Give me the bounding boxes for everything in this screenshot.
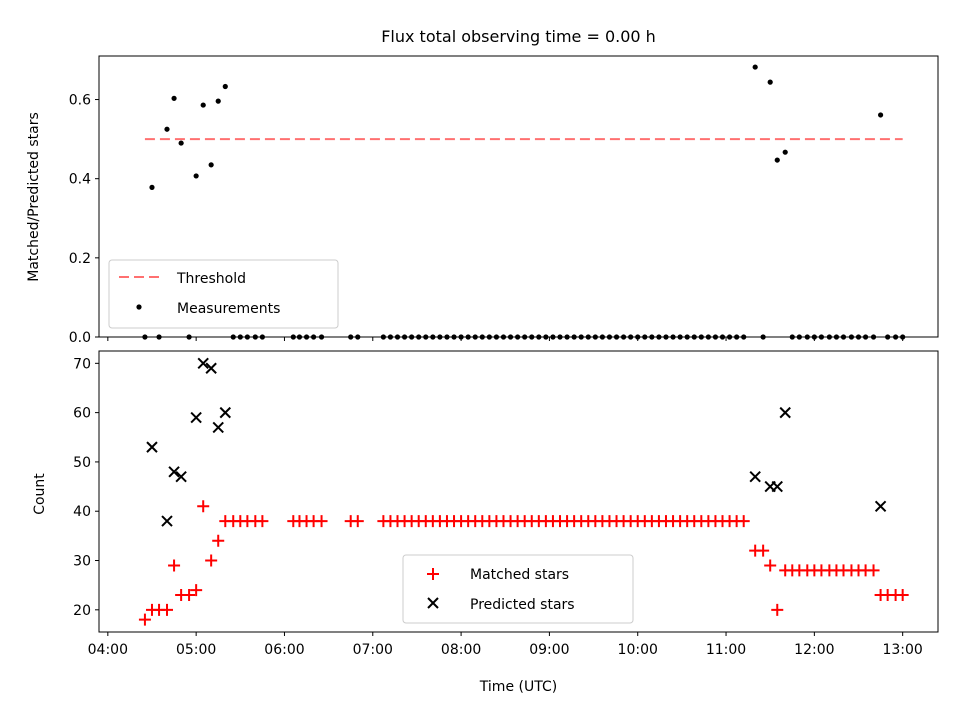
x-tick-label: 09:00 bbox=[529, 642, 569, 658]
predicted-star-point bbox=[161, 515, 173, 527]
predicted-star-point bbox=[749, 471, 761, 483]
top-y-axis-label: Matched/Predicted stars bbox=[26, 112, 42, 282]
predicted-star-point bbox=[771, 480, 783, 493]
threshold-legend-label: Threshold bbox=[176, 271, 246, 287]
top-legend: Threshold Measurements bbox=[108, 259, 339, 329]
matched-stars-legend-label: Matched stars bbox=[470, 567, 569, 583]
x-axis-label: Time (UTC) bbox=[479, 679, 557, 695]
bottom-y-tick-label: 70 bbox=[73, 356, 91, 372]
matched-star-point bbox=[205, 554, 218, 567]
measurements-legend-swatch bbox=[136, 304, 142, 310]
measurement-point bbox=[215, 98, 221, 104]
predicted-star-point bbox=[146, 441, 158, 453]
measurement-points bbox=[142, 64, 906, 340]
measurement-point bbox=[208, 162, 214, 168]
x-tick-label: 10:00 bbox=[618, 642, 658, 658]
x-tick-label: 06:00 bbox=[264, 642, 304, 658]
top-y-tick-label: 0.4 bbox=[69, 172, 91, 188]
measurement-point bbox=[877, 112, 884, 118]
bottom-x-ticks: 04:00 05:00 06:00 07:00 08:00 09:00 10:00 11:00… bbox=[88, 632, 923, 658]
top-y-tick-label: 0.2 bbox=[69, 251, 91, 267]
matched-star-point bbox=[190, 584, 203, 597]
matched-star-point bbox=[138, 613, 151, 626]
matched-star-point bbox=[212, 534, 225, 547]
predicted-star-point bbox=[197, 357, 209, 370]
predicted-star-point bbox=[219, 406, 231, 419]
top-legend-box bbox=[108, 259, 339, 329]
measurement-point bbox=[149, 184, 155, 190]
bottom-legend: Matched stars Predicted stars bbox=[402, 554, 634, 624]
measurement-point bbox=[193, 173, 199, 179]
top-axes-frame bbox=[98, 55, 939, 338]
x-tick-label: 05:00 bbox=[176, 642, 216, 658]
measurement-point bbox=[782, 149, 788, 155]
predicted-star-point bbox=[779, 406, 791, 419]
bottom-axes-frame bbox=[98, 350, 939, 633]
bottom-panel: 20 30 40 50 60 70 04:00 05:00 06:00 07:00 08:00 09… bbox=[32, 350, 939, 695]
matched-star-point bbox=[764, 559, 777, 572]
matched-star-point bbox=[256, 515, 269, 528]
chart-title: Flux total observing time = 0.00 h bbox=[381, 27, 656, 46]
x-tick-label: 07:00 bbox=[353, 642, 393, 658]
predicted-star-point bbox=[175, 471, 187, 483]
predicted-star-point bbox=[168, 466, 180, 478]
x-tick-label: 04:00 bbox=[88, 642, 128, 658]
bottom-y-tick-label: 20 bbox=[73, 603, 91, 619]
matched-star-point bbox=[197, 500, 210, 513]
matched-star-point bbox=[757, 544, 770, 557]
measurement-point bbox=[767, 79, 773, 85]
measurements-legend-label: Measurements bbox=[177, 301, 280, 317]
matched-star-point bbox=[168, 559, 181, 572]
predicted-stars-legend-swatch bbox=[427, 597, 439, 609]
predicted-star-point bbox=[874, 500, 887, 512]
measurement-point bbox=[164, 126, 170, 132]
x-tick-label: 13:00 bbox=[882, 642, 922, 658]
matched-star-point bbox=[315, 515, 328, 528]
matched-star-point bbox=[351, 515, 364, 528]
matched-star-point bbox=[737, 515, 750, 528]
x-tick-label: 12:00 bbox=[794, 642, 834, 658]
bottom-y-tick-label: 50 bbox=[73, 455, 91, 471]
measurement-point bbox=[222, 83, 228, 90]
matched-stars-legend-swatch bbox=[427, 568, 439, 580]
measurement-point bbox=[178, 140, 184, 146]
bottom-y-tick-label: 60 bbox=[73, 406, 91, 422]
top-panel: 0.0 0.2 0.4 0.6 Matched/Predicted stars Thr… bbox=[26, 55, 939, 346]
measurement-point bbox=[774, 157, 780, 163]
matched-stars-points bbox=[138, 500, 909, 626]
x-tick-label: 11:00 bbox=[706, 642, 746, 658]
top-y-ticks: 0.0 0.2 0.4 0.6 bbox=[69, 93, 99, 346]
matched-star-point bbox=[867, 564, 880, 577]
bottom-y-axis-label: Count bbox=[32, 473, 48, 515]
bottom-y-ticks: 20 30 40 50 60 70 bbox=[73, 356, 99, 619]
predicted-stars-legend-label: Predicted stars bbox=[470, 597, 575, 613]
matched-star-point bbox=[896, 589, 909, 602]
matched-star-point bbox=[183, 589, 196, 602]
matched-star-point bbox=[161, 603, 174, 616]
predicted-star-point bbox=[205, 362, 217, 374]
predicted-star-point bbox=[212, 421, 224, 434]
bottom-legend-box bbox=[402, 554, 634, 624]
top-y-tick-label: 0.0 bbox=[69, 330, 91, 346]
bottom-y-tick-label: 40 bbox=[73, 504, 91, 520]
measurement-point bbox=[171, 95, 177, 101]
x-tick-label: 08:00 bbox=[441, 642, 481, 658]
predicted-stars-points bbox=[146, 357, 887, 527]
measurement-point bbox=[200, 102, 206, 108]
bottom-y-tick-label: 30 bbox=[73, 554, 91, 570]
top-y-tick-label: 0.6 bbox=[69, 93, 91, 109]
predicted-star-point bbox=[190, 411, 202, 424]
matched-star-point bbox=[771, 603, 784, 616]
measurement-point bbox=[752, 64, 758, 70]
